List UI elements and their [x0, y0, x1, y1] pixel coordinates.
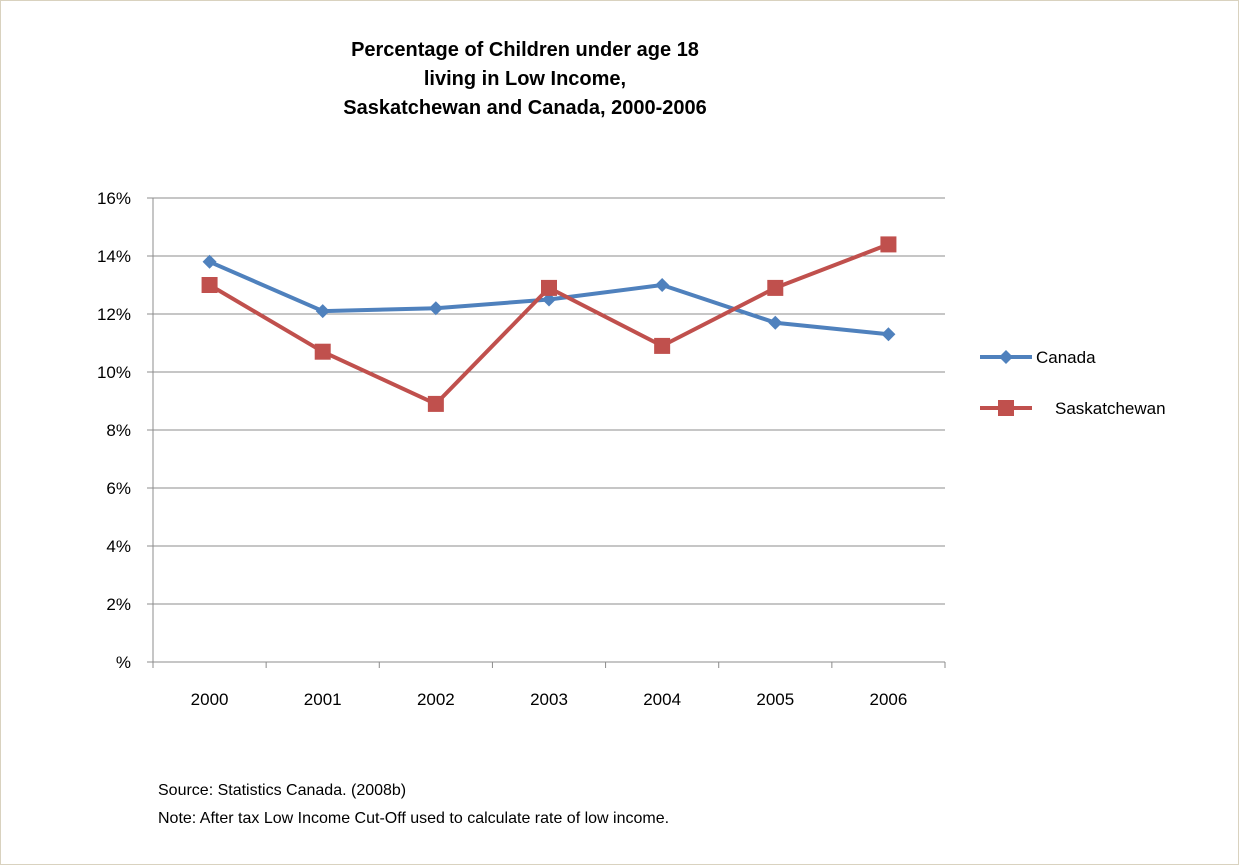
y-tick-label: 2%: [106, 595, 131, 614]
data-point-saskatchewan: [314, 343, 331, 360]
legend-marker-canada: [999, 350, 1013, 364]
y-tick-label: 12%: [97, 305, 131, 324]
x-tick-label: 2000: [191, 690, 229, 709]
y-tick-label: 6%: [106, 479, 131, 498]
y-tick-label: 8%: [106, 421, 131, 440]
data-point-saskatchewan: [541, 279, 557, 296]
x-tick-label: 2006: [870, 690, 908, 709]
source-note: Source: Statistics Canada. (2008b): [158, 782, 407, 799]
data-point-saskatchewan: [767, 279, 784, 296]
data-point-canada: [655, 278, 670, 292]
y-tick-label: 4%: [106, 537, 131, 556]
legend-marker-saskatchewan: [998, 400, 1014, 416]
data-point-canada: [768, 315, 783, 330]
data-point-saskatchewan: [654, 337, 671, 354]
data-point-canada: [542, 292, 556, 307]
y-tick-label: 16%: [97, 189, 131, 208]
data-point-saskatchewan: [880, 236, 897, 253]
data-point-canada: [315, 304, 330, 319]
footnote: Note: After tax Low Income Cut-Off used …: [158, 810, 670, 827]
x-tick-label: 2003: [530, 690, 568, 709]
y-tick-label: %: [116, 653, 131, 672]
chart-title-line-3: Saskatchewan and Canada, 2000-2006: [343, 97, 707, 119]
y-tick-label: 14%: [97, 247, 131, 266]
data-point-canada: [881, 327, 896, 342]
x-tick-label: 2001: [304, 690, 342, 709]
x-tick-label: 2005: [756, 690, 794, 709]
data-point-saskatchewan: [427, 395, 444, 412]
chart-title: Percentage of Children under age 18 livi…: [200, 36, 850, 123]
y-tick-label: 10%: [97, 363, 131, 382]
data-point-canada: [202, 254, 217, 269]
legend-label-canada: Canada: [1036, 348, 1096, 367]
chart-title-line-2: living in Low Income,: [423, 68, 627, 90]
data-point-canada: [428, 301, 443, 316]
x-tick-label: 2004: [643, 690, 681, 709]
legend-label-saskatchewan: Saskatchewan: [1055, 399, 1166, 418]
chart-title-line-1: Percentage of Children under age 18: [351, 39, 699, 61]
data-point-saskatchewan: [201, 277, 218, 293]
x-tick-label: 2002: [417, 690, 455, 709]
